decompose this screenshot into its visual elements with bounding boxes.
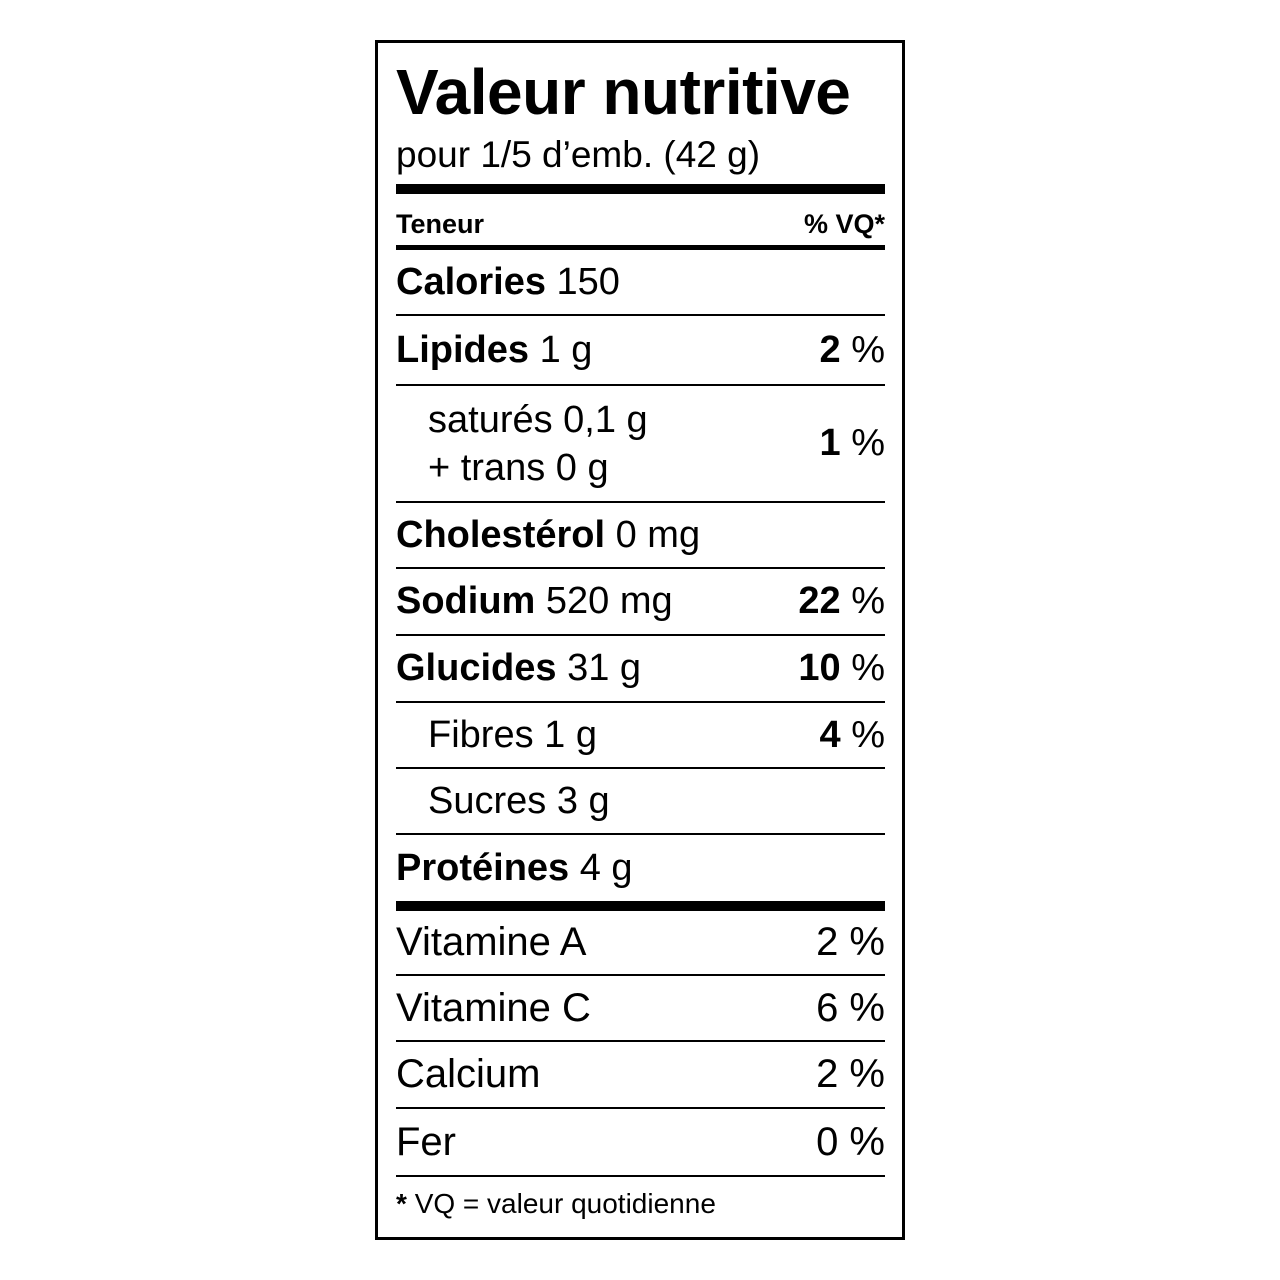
row-sucres: Sucres 3 g	[396, 769, 885, 835]
nutrient-label: Fibres 1 g	[428, 713, 597, 756]
row-fibres: Fibres 1 g 4 %	[396, 703, 885, 769]
thick-divider	[396, 901, 885, 911]
vitamin-dv: 2 %	[816, 920, 885, 964]
vitamin-label: Vitamine A	[396, 920, 587, 964]
dv-unit: %	[851, 422, 885, 464]
row-calcium: Calcium 2 %	[396, 1042, 885, 1109]
footnote-star: *	[396, 1188, 407, 1219]
nutrient-label: Cholestérol	[396, 513, 606, 556]
row-glucides: Glucides 31 g 10 %	[396, 636, 885, 703]
nutrient-amount: 0 mg	[615, 513, 701, 556]
footnote: * VQ = valeur quotidienne	[396, 1188, 716, 1220]
thick-divider	[396, 184, 885, 194]
nutrient-dv: 2	[819, 328, 841, 371]
row-sodium: Sodium 520 mg 22 %	[396, 569, 885, 636]
nutrient-amount: 1 g	[539, 328, 593, 371]
dv-unit: %	[851, 647, 885, 689]
row-satures-trans: saturés 0,1 g + trans 0 g 1 %	[396, 386, 885, 503]
nutrient-label-trans: + trans 0 g	[428, 446, 609, 489]
row-calories: Calories 150	[396, 250, 885, 316]
vitamin-dv: 6 %	[816, 985, 885, 1030]
nutrient-label: saturés 0,1 g	[428, 398, 648, 441]
dv-unit: %	[851, 328, 885, 371]
row-vitamine-a: Vitamine A 2 %	[396, 911, 885, 976]
nutrient-dv: 22	[798, 580, 841, 622]
column-header: Teneur % VQ*	[396, 201, 885, 247]
nutrient-label: Lipides	[396, 328, 530, 371]
nutrition-facts-label: Valeur nutritive pour 1/5 d’emb. (42 g) …	[375, 40, 905, 1240]
nutrient-dv: 1	[819, 422, 841, 464]
calories-value: 150	[556, 260, 620, 303]
medium-divider	[396, 245, 885, 250]
nutrient-amount: 4 g	[579, 846, 633, 889]
nutrient-label: Protéines	[396, 846, 570, 889]
vitamin-dv: 0 %	[816, 1119, 885, 1164]
nutrient-amount: 520 mg	[545, 580, 673, 622]
row-proteines: Protéines 4 g	[396, 835, 885, 901]
row-cholesterol: Cholestérol 0 mg	[396, 503, 885, 569]
nutrient-label: Sodium	[396, 580, 536, 622]
vitamin-label: Vitamine C	[396, 985, 591, 1030]
nutrient-dv: 10	[798, 647, 841, 689]
header-amount: Teneur	[396, 208, 485, 239]
calories-label: Calories	[396, 260, 546, 303]
nutrient-amount: 31 g	[567, 647, 642, 689]
vitamin-label: Fer	[396, 1119, 456, 1164]
footnote-text: VQ = valeur quotidienne	[414, 1188, 716, 1219]
nutrient-label: Glucides	[396, 647, 557, 689]
dv-unit: %	[851, 713, 885, 756]
nutrient-label: Sucres 3 g	[428, 779, 610, 822]
vitamin-label: Calcium	[396, 1052, 541, 1096]
serving-size: pour 1/5 d’emb. (42 g)	[396, 134, 761, 175]
row-lipides: Lipides 1 g 2 %	[396, 316, 885, 386]
vitamin-dv: 2 %	[816, 1052, 885, 1096]
row-vitamine-c: Vitamine C 6 %	[396, 976, 885, 1042]
row-fer: Fer 0 %	[396, 1109, 885, 1177]
label-title: Valeur nutritive	[396, 56, 851, 128]
header-dv: % VQ*	[803, 208, 885, 239]
nutrient-dv: 4	[819, 713, 841, 756]
dv-unit: %	[851, 580, 885, 622]
